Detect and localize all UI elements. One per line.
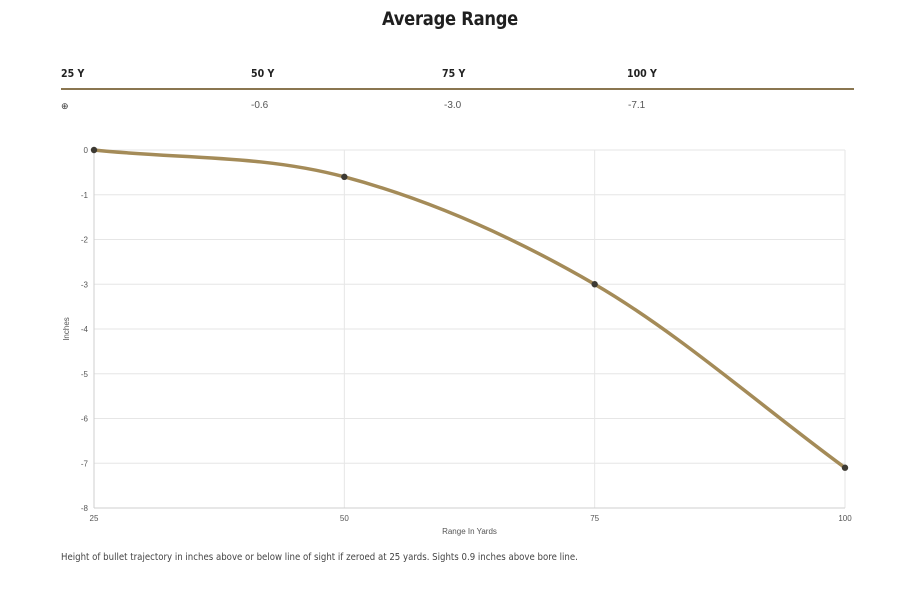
x-axis-label: Range In Yards [442, 527, 497, 536]
header-50y: 50 Y [251, 67, 275, 80]
y-tick-label: -1 [81, 191, 89, 200]
value-50y: -0.6 [251, 100, 269, 111]
header-25y: 25 Y [61, 67, 85, 80]
trajectory-table: 25 Y 50 Y 75 Y 100 Y ⊕ -0.6 -3.0 -7.1 [61, 62, 854, 118]
y-axis-label: Inches [62, 317, 71, 341]
x-tick-label: 25 [90, 514, 99, 523]
trajectory-chart: 0 -1 -2 -3 -4 -5 -6 -7 -825 50 75 100 Range In Yard… [62, 146, 852, 536]
chart-caption: Height of bullet trajectory in inches ab… [61, 552, 578, 563]
data-points [90, 146, 849, 471]
y-tick-label: -3 [81, 280, 89, 289]
header-75y: 75 Y [442, 67, 466, 80]
y-tick-label: -7 [81, 459, 89, 468]
x-tick-label: 100 [838, 514, 852, 523]
grid [93, 149, 846, 509]
y-tick-label: -2 [81, 236, 89, 245]
series-line [92, 148, 847, 470]
x-tick-label: 50 [340, 514, 349, 523]
data-point [841, 464, 849, 471]
x-tick-label: 75 [590, 514, 599, 523]
data-point [90, 146, 98, 154]
data-point [591, 281, 598, 288]
y-tick-label: -6 [81, 415, 89, 424]
page-title: Average Range [381, 8, 519, 30]
data-point [341, 173, 348, 181]
y-tick-label: -4 [81, 325, 89, 334]
axes: 0 -1 -2 -3 -4 -5 -6 -7 -825 50 75 100 [81, 146, 852, 523]
y-tick-label: -5 [81, 370, 89, 379]
value-75y: -3.0 [444, 100, 462, 111]
y-tick-label: 0 [84, 146, 89, 155]
table-header-row: 25 Y 50 Y 75 Y 100 Y [61, 62, 854, 90]
header-100y: 100 Y [627, 67, 657, 80]
y-tick-label: -8 [81, 504, 89, 513]
value-100y: -7.1 [628, 100, 646, 111]
table-row: ⊕ -0.6 -3.0 -7.1 [61, 90, 854, 118]
zero-crosshair-icon: ⊕ [61, 101, 69, 111]
